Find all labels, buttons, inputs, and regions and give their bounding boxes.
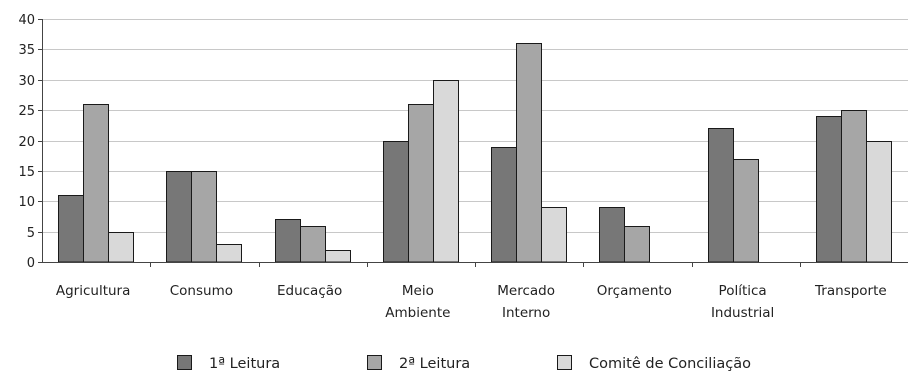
bar [58,195,84,263]
bar [624,226,650,263]
y-tick-label: 10 [18,195,35,210]
legend-label: 2ª Leitura [399,356,470,372]
x-category-label: Consumo [170,283,233,299]
bar [216,244,242,263]
x-category-label: Mercado [497,283,555,299]
x-category-label: Industrial [711,305,774,321]
bar [516,43,542,263]
x-category-label: Educação [277,283,342,299]
bar [866,141,892,263]
y-tick-label: 40 [18,13,35,28]
x-category-label: Política [719,283,767,299]
y-tick-label: 15 [18,165,35,180]
bar [841,110,867,263]
bar [408,104,434,263]
bar [541,207,567,263]
bar [383,141,409,263]
bar [275,219,301,263]
x-axis-labels: Agricultura Consumo Educação Meio Ambiente Me… [56,283,887,321]
bar [599,207,625,263]
legend: 1ª Leitura 2ª Leitura Comitê de Conciliaçã… [177,355,751,372]
bar [300,226,326,263]
bar [191,171,217,263]
axes [42,19,908,267]
y-tick-label: 25 [18,104,35,119]
legend-label: Comitê de Conciliação [589,356,751,372]
bar [816,116,842,263]
x-category-label: Interno [502,305,550,321]
x-category-label: Transporte [814,283,887,299]
y-tick-label: 0 [27,256,35,271]
x-category-label: Agricultura [56,283,131,299]
y-tick-label: 5 [27,226,35,241]
x-category-label: Orçamento [597,283,672,299]
bar [166,171,192,263]
bar [108,232,134,263]
bar [708,128,734,263]
bar [733,159,759,263]
x-category-label: Ambiente [385,305,450,321]
y-axis-ticks: 0 5 10 15 20 25 30 35 40 [18,13,42,271]
x-category-label: Meio [402,283,434,299]
legend-label: 1ª Leitura [209,356,280,372]
y-tick-label: 35 [18,43,35,58]
bars [58,43,892,263]
bar [491,147,517,263]
bar [325,250,351,263]
legend-swatch [557,355,572,370]
legend-swatch [367,355,382,370]
y-tick-label: 20 [18,135,35,150]
legend-swatch [177,355,192,370]
bar [83,104,109,263]
bar [433,80,459,263]
y-tick-label: 30 [18,74,35,89]
